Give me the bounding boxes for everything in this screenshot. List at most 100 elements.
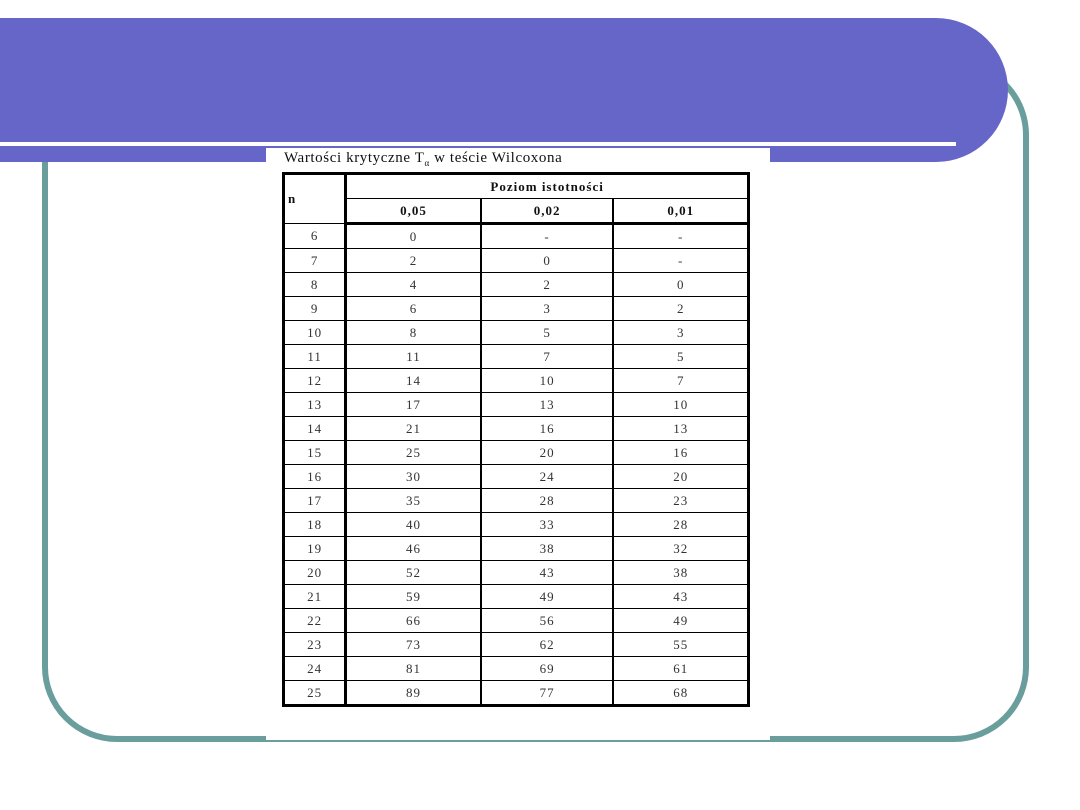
- table-cell: 4: [345, 272, 482, 297]
- table-cell: 13: [480, 392, 615, 417]
- table-cell: 20: [480, 440, 615, 465]
- table-cell: 49: [612, 608, 750, 633]
- table-cell: 10: [282, 320, 348, 345]
- table-cell: 11: [282, 344, 348, 369]
- table-cell: 23: [282, 632, 348, 657]
- table-cell: 28: [612, 512, 750, 537]
- table-cell: 25: [282, 680, 348, 706]
- table-cell: 6: [345, 296, 482, 321]
- table-cell: 24: [480, 464, 615, 489]
- table-row: 11 11 7 5: [282, 344, 750, 369]
- title-banner: [0, 18, 1008, 162]
- table-cell: 17: [345, 392, 482, 417]
- table-cell: 8: [345, 320, 482, 345]
- table-cell: 2: [480, 272, 615, 297]
- table-row: 16 30 24 20: [282, 464, 750, 489]
- caption-text: Wartości krytyczne T: [284, 150, 425, 166]
- level-header: 0,02: [480, 198, 615, 225]
- table-row: 15 25 20 16: [282, 440, 750, 465]
- table-cell: 40: [345, 512, 482, 537]
- table-cell: 7: [612, 368, 750, 393]
- table-row: 21 59 49 43: [282, 584, 750, 609]
- table-cell: 49: [480, 584, 615, 609]
- table-row: 22 66 56 49: [282, 608, 750, 633]
- table-cell: 25: [345, 440, 482, 465]
- table-cell: 43: [480, 560, 615, 585]
- table-row: 23 73 62 55: [282, 632, 750, 657]
- table-cell: 0: [345, 223, 482, 249]
- table-cell: 22: [282, 608, 348, 633]
- table-cell: 14: [282, 416, 348, 441]
- table-cell: 6: [282, 223, 348, 249]
- table-cell: 21: [282, 584, 348, 609]
- table-cell: 2: [612, 296, 750, 321]
- table-cell: 77: [480, 680, 615, 706]
- table-cell: 5: [480, 320, 615, 345]
- table-cell: 55: [612, 632, 750, 657]
- table-cell: 35: [345, 488, 482, 513]
- level-header: 0,01: [612, 198, 750, 225]
- table-cell: 10: [612, 392, 750, 417]
- table-cell: 43: [612, 584, 750, 609]
- table-cell: 23: [612, 488, 750, 513]
- table-cell: 16: [282, 464, 348, 489]
- table-row: 14 21 16 13: [282, 416, 750, 441]
- table-cell: 62: [480, 632, 615, 657]
- table-cell: 38: [480, 536, 615, 561]
- table-cell: 17: [282, 488, 348, 513]
- table-row: 20 52 43 38: [282, 560, 750, 585]
- table-cell: -: [480, 223, 615, 249]
- table-cell: 5: [612, 344, 750, 369]
- table-row: 17 35 28 23: [282, 488, 750, 513]
- table-row: 24 81 69 61: [282, 656, 750, 681]
- table-cell: 15: [282, 440, 348, 465]
- table-cell: 19: [282, 536, 348, 561]
- table-row: 19 46 38 32: [282, 536, 750, 561]
- caption-subscript: α: [424, 158, 430, 168]
- table-cell: 9: [282, 296, 348, 321]
- table-cell: 33: [480, 512, 615, 537]
- table-cell: 81: [345, 656, 482, 681]
- table-cell: 11: [345, 344, 482, 369]
- n-header: n: [282, 173, 348, 224]
- table-cell: 0: [612, 272, 750, 297]
- table-cell: 32: [612, 536, 750, 561]
- table-cell: 12: [282, 368, 348, 393]
- table-cell: 8: [282, 272, 348, 297]
- significance-level-header: Poziom istotności: [345, 173, 749, 199]
- table-row: 12 14 10 7: [282, 368, 750, 393]
- table-row: 13 17 13 10: [282, 392, 750, 417]
- table-cell: -: [612, 223, 750, 249]
- table-cell: 73: [345, 632, 482, 657]
- table-cell: 0: [480, 248, 615, 273]
- table-cell: 89: [345, 680, 482, 706]
- table-cell: 20: [612, 464, 750, 489]
- table-cell: 52: [345, 560, 482, 585]
- table-cell: 24: [282, 656, 348, 681]
- caption-text-suffix: w teście Wilcoxona: [429, 150, 563, 166]
- table-cell: 2: [345, 248, 482, 273]
- table-row: 25 89 77 68: [282, 680, 750, 706]
- table-cell: 21: [345, 416, 482, 441]
- table-cell: 16: [612, 440, 750, 465]
- table-cell: 14: [345, 368, 482, 393]
- table-cell: 28: [480, 488, 615, 513]
- table-cell: 7: [282, 248, 348, 273]
- table-cell: 69: [480, 656, 615, 681]
- table-cell: -: [612, 248, 750, 273]
- table-cell: 30: [345, 464, 482, 489]
- table-cell: 68: [612, 680, 750, 706]
- table-cell: 10: [480, 368, 615, 393]
- table-cell: 18: [282, 512, 348, 537]
- table-cell: 3: [612, 320, 750, 345]
- table-cell: 13: [612, 416, 750, 441]
- table-cell: 16: [480, 416, 615, 441]
- table-cell: 56: [480, 608, 615, 633]
- table-row: 18 40 33 28: [282, 512, 750, 537]
- table-row: 10 8 5 3: [282, 320, 750, 345]
- table-cell: 46: [345, 536, 482, 561]
